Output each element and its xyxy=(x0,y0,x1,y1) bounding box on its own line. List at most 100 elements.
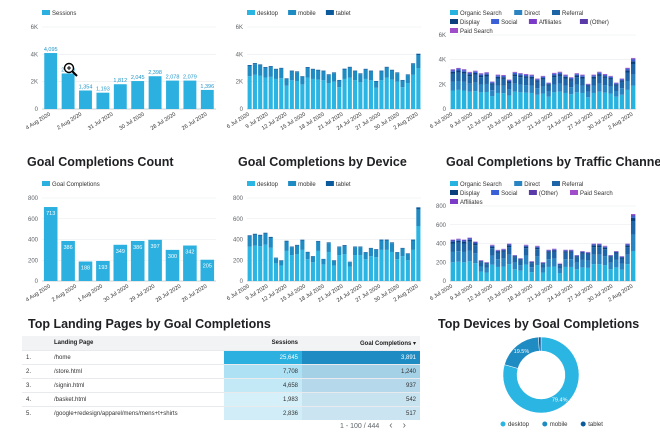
bar xyxy=(200,89,214,109)
bar-segment xyxy=(295,254,300,281)
bar-segment xyxy=(456,81,461,90)
next-page-button[interactable]: › xyxy=(402,420,406,431)
table-row[interactable]: 5./google+redesign/apparel/mens/mens+t+s… xyxy=(22,406,420,420)
bar-segment xyxy=(353,71,358,81)
bar-segment xyxy=(585,85,591,87)
bar-segment xyxy=(501,249,506,251)
landing-page-cell: /home xyxy=(50,350,224,365)
y-tick-label: 600 xyxy=(436,223,447,229)
legend-label: Referral xyxy=(562,11,583,17)
x-tick-label: 30 Jul 2020 xyxy=(118,112,145,132)
bar-segment xyxy=(602,77,608,86)
bar-segment xyxy=(368,248,373,257)
bar-segment xyxy=(490,90,495,97)
bar-segment xyxy=(484,83,489,92)
bar-segment xyxy=(506,81,512,83)
bar-segment xyxy=(574,257,580,263)
bar-segment xyxy=(619,88,625,95)
prev-page-button[interactable]: ‹ xyxy=(389,420,393,431)
bar-segment xyxy=(518,258,523,260)
bar-segment xyxy=(284,241,289,251)
bar xyxy=(165,249,180,281)
bar-segment xyxy=(591,76,596,79)
bar-segment xyxy=(512,256,518,258)
legend-label: Social xyxy=(501,191,517,197)
y-tick-label: 600 xyxy=(28,217,39,223)
bar-segment xyxy=(523,246,529,249)
bar-segment xyxy=(467,91,472,109)
sessions-cell: 25,645 xyxy=(224,350,302,365)
legend-swatch xyxy=(450,199,458,204)
legend-swatch xyxy=(325,181,334,186)
bar-segment xyxy=(591,92,596,109)
bar-segment xyxy=(300,249,305,281)
table-row[interactable]: 4./basket.html 1,983 542 xyxy=(22,392,420,407)
bar-segment xyxy=(568,80,574,88)
bar-segment xyxy=(289,70,294,72)
col-goal-completions-header[interactable]: Goal Completions ▾ xyxy=(302,336,420,351)
col-sessions-header[interactable]: Sessions xyxy=(224,336,302,351)
bar-segment xyxy=(614,96,619,109)
data-label: 205 xyxy=(203,264,212,270)
bar-segment xyxy=(597,244,602,246)
bar-segment xyxy=(456,261,461,281)
bar-segment xyxy=(300,239,305,241)
bar-segment xyxy=(630,63,636,75)
bar-segment xyxy=(563,251,568,253)
bar-segment xyxy=(619,257,625,259)
bar xyxy=(61,240,75,281)
bar-segment xyxy=(552,77,557,85)
bar-segment xyxy=(473,242,478,244)
bar-segment xyxy=(512,269,518,281)
bar-segment xyxy=(580,78,585,86)
bar-segment xyxy=(450,81,456,91)
bar-segment xyxy=(326,243,331,252)
bar-segment xyxy=(506,245,512,248)
col-landing-page-header[interactable]: Landing Page xyxy=(50,336,224,351)
y-tick-label: 0 xyxy=(443,279,447,285)
bar-segment xyxy=(501,251,506,259)
bar-segment xyxy=(552,250,557,252)
legend-swatch xyxy=(247,10,255,15)
legend-swatch xyxy=(42,181,50,186)
bar-segment xyxy=(625,247,630,255)
bar-segment xyxy=(342,245,347,255)
bar-segment xyxy=(529,85,534,93)
bar-segment xyxy=(568,259,574,267)
bar-segment xyxy=(247,236,252,247)
bar-segment xyxy=(379,240,384,250)
sessions-cell: 4,658 xyxy=(224,378,302,393)
legend-label: Goal Completions xyxy=(52,182,100,188)
data-label: 188 xyxy=(81,265,90,271)
table-row[interactable]: 1./home 25,645 3,891 xyxy=(22,350,420,365)
pagination: 1 - 100 / 444 ‹ › xyxy=(340,420,406,431)
bar-segment xyxy=(416,55,421,68)
bar-segment xyxy=(619,256,625,258)
bar-segment xyxy=(467,241,472,251)
legend-swatch xyxy=(552,10,560,15)
bar-segment xyxy=(252,74,257,109)
bar-segment xyxy=(400,247,405,249)
y-tick-label: 6K xyxy=(31,25,38,31)
bar xyxy=(113,84,127,109)
bar-segment xyxy=(523,248,529,256)
goal-completions-cell: 1,240 xyxy=(302,364,420,379)
title-top-landing-pages: Top Landing Pages by Goal Completions xyxy=(28,317,271,331)
bar-segment xyxy=(331,260,337,261)
data-label: 349 xyxy=(116,249,125,255)
legend-label: tablet xyxy=(336,182,351,188)
bar-segment xyxy=(608,257,613,263)
bar-segment xyxy=(478,74,484,76)
bar-segment xyxy=(563,85,568,93)
bar-segment xyxy=(585,253,591,255)
bar-segment xyxy=(300,240,305,250)
bar-segment xyxy=(300,84,305,109)
legend-label: Affiliates xyxy=(460,200,483,206)
table-row[interactable]: 3./signin.html 4,658 937 xyxy=(22,378,420,393)
bar-segment xyxy=(608,269,613,281)
bar-segment xyxy=(363,69,368,79)
bar-segment xyxy=(456,69,461,71)
table-row[interactable]: 2./store.html 7,708 1,240 xyxy=(22,364,420,379)
bar-segment xyxy=(405,260,410,281)
bar xyxy=(78,261,93,281)
